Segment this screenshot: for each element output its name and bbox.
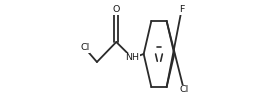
- Text: NH: NH: [125, 53, 139, 63]
- Text: O: O: [113, 6, 120, 14]
- Text: Cl: Cl: [179, 86, 189, 94]
- Text: F: F: [179, 6, 184, 14]
- Text: Cl: Cl: [80, 44, 90, 52]
